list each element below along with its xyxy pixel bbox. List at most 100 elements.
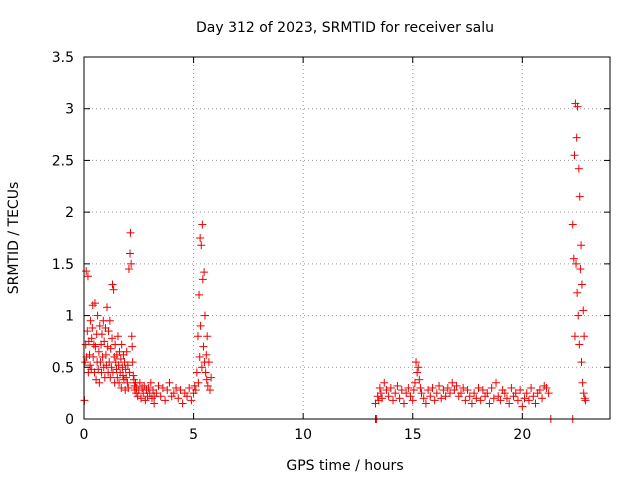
data-point [412, 358, 421, 367]
data-point [465, 392, 474, 401]
grid-lines [84, 57, 610, 419]
data-point [378, 394, 387, 403]
data-point [196, 234, 205, 242]
data-point [98, 352, 107, 361]
data-point [409, 386, 418, 395]
data-point [127, 332, 136, 341]
data-point [410, 378, 419, 387]
data-point [522, 389, 531, 398]
data-point [492, 378, 501, 387]
y-tick-label: 3 [65, 102, 74, 118]
data-point [207, 373, 216, 382]
data-point [408, 396, 417, 405]
data-point [201, 368, 210, 377]
y-tick-label: 1.5 [52, 257, 74, 273]
data-point [531, 399, 540, 408]
data-point [524, 396, 533, 405]
data-point [141, 396, 150, 405]
data-point [100, 337, 109, 346]
data-point [430, 396, 439, 405]
data-point [573, 288, 582, 297]
data-point [507, 383, 516, 392]
y-tick-label: 3.5 [52, 50, 74, 66]
data-point [95, 321, 104, 330]
data-point [384, 392, 393, 401]
data-point [197, 241, 206, 250]
plot-frame [83, 56, 611, 420]
data-point [414, 363, 423, 372]
data-point [158, 383, 167, 392]
data-point [196, 321, 205, 330]
data-point [535, 386, 544, 395]
data-point [198, 220, 207, 229]
data-point [419, 394, 428, 403]
y-tick-label: 2 [65, 205, 74, 221]
data-point [83, 272, 92, 281]
data-point [200, 268, 209, 277]
data-point [191, 386, 200, 395]
data-point [147, 394, 156, 403]
data-point [467, 399, 476, 408]
data-point [81, 358, 90, 367]
data-point [91, 342, 100, 351]
data-point [397, 386, 406, 395]
data-point [197, 363, 206, 372]
data-point [199, 342, 208, 351]
y-axis-label: SRMTID / TECUs [6, 182, 22, 295]
data-point [399, 399, 408, 408]
data-point [505, 399, 514, 408]
data-point [109, 285, 118, 294]
data-point [88, 323, 97, 332]
data-point [450, 386, 459, 395]
data-point [568, 220, 577, 229]
data-point [200, 311, 209, 320]
data-point [380, 378, 389, 387]
data-point [96, 358, 105, 367]
data-point [518, 402, 527, 411]
data-point [108, 334, 117, 343]
data-point [435, 381, 444, 390]
data-point [163, 386, 172, 395]
data-point [421, 399, 430, 408]
data-points [80, 99, 590, 423]
data-point [172, 383, 181, 392]
data-point [579, 389, 588, 398]
data-point [520, 394, 529, 403]
data-point [580, 332, 589, 341]
data-point [439, 386, 448, 395]
data-point [195, 352, 204, 361]
data-point [577, 241, 586, 250]
data-point [456, 389, 465, 398]
data-point [206, 386, 215, 395]
data-point [127, 259, 136, 268]
data-point [85, 350, 94, 359]
data-point [443, 383, 452, 392]
data-point [95, 378, 104, 387]
data-point [516, 386, 525, 395]
data-point [123, 378, 132, 387]
data-point [529, 392, 538, 401]
data-point [93, 311, 102, 320]
data-point [161, 396, 170, 405]
data-point [581, 396, 590, 405]
data-point [489, 394, 498, 403]
data-point [494, 392, 503, 401]
data-point [124, 383, 133, 392]
data-point [572, 259, 581, 268]
data-point [502, 394, 511, 403]
data-point [576, 265, 585, 274]
data-point [126, 228, 135, 237]
data-point [393, 381, 402, 390]
data-point [88, 301, 97, 310]
data-point [86, 316, 95, 325]
data-point [426, 392, 435, 401]
y-tick-label: 0.5 [52, 360, 74, 376]
data-point [113, 373, 122, 382]
data-point [108, 280, 117, 289]
data-point [124, 265, 133, 274]
data-point [128, 342, 137, 351]
data-point [198, 275, 207, 284]
data-point [461, 396, 470, 405]
data-point [437, 394, 446, 403]
